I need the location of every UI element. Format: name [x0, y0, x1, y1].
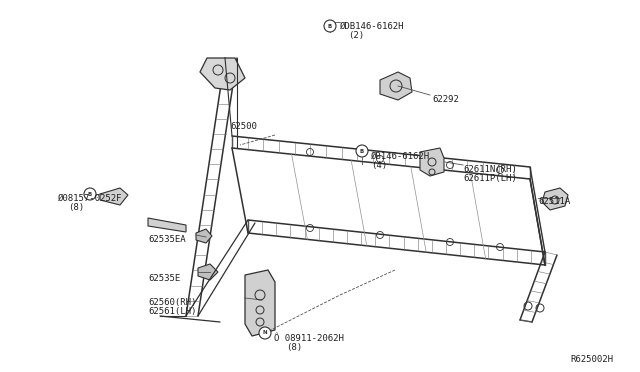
Circle shape — [356, 145, 368, 157]
Text: (8): (8) — [286, 343, 302, 352]
Polygon shape — [198, 264, 218, 280]
Text: 62561(LH): 62561(LH) — [148, 307, 196, 316]
Polygon shape — [196, 229, 212, 243]
Text: 62535E: 62535E — [148, 274, 180, 283]
Text: R625002H: R625002H — [570, 355, 613, 364]
Text: 62511A: 62511A — [538, 197, 570, 206]
Text: 62292: 62292 — [432, 95, 459, 104]
Text: N: N — [262, 330, 268, 336]
Polygon shape — [100, 188, 128, 205]
Polygon shape — [420, 148, 444, 176]
Text: 62500: 62500 — [230, 122, 257, 131]
Text: (8): (8) — [68, 203, 84, 212]
Polygon shape — [380, 72, 412, 100]
Polygon shape — [542, 188, 568, 210]
Text: (4): (4) — [371, 161, 387, 170]
Circle shape — [259, 327, 271, 339]
Polygon shape — [200, 58, 245, 90]
Text: 62611N(RH): 62611N(RH) — [463, 165, 516, 174]
Text: 62560(RH): 62560(RH) — [148, 298, 196, 307]
Text: ØB146-6162H: ØB146-6162H — [371, 152, 430, 161]
Text: 62535EA: 62535EA — [148, 235, 186, 244]
Text: B: B — [88, 192, 92, 196]
Text: B: B — [360, 148, 364, 154]
Polygon shape — [245, 270, 275, 336]
Text: B: B — [328, 23, 332, 29]
Text: Ø08157-0252F: Ø08157-0252F — [58, 194, 122, 203]
Text: (2): (2) — [348, 31, 364, 40]
Text: Ô 08911-2062H: Ô 08911-2062H — [274, 334, 344, 343]
Circle shape — [324, 20, 336, 32]
Text: 62611P(LH): 62611P(LH) — [463, 174, 516, 183]
Circle shape — [84, 188, 96, 200]
Text: ØDB146-6162H: ØDB146-6162H — [340, 22, 404, 31]
Polygon shape — [148, 218, 186, 232]
